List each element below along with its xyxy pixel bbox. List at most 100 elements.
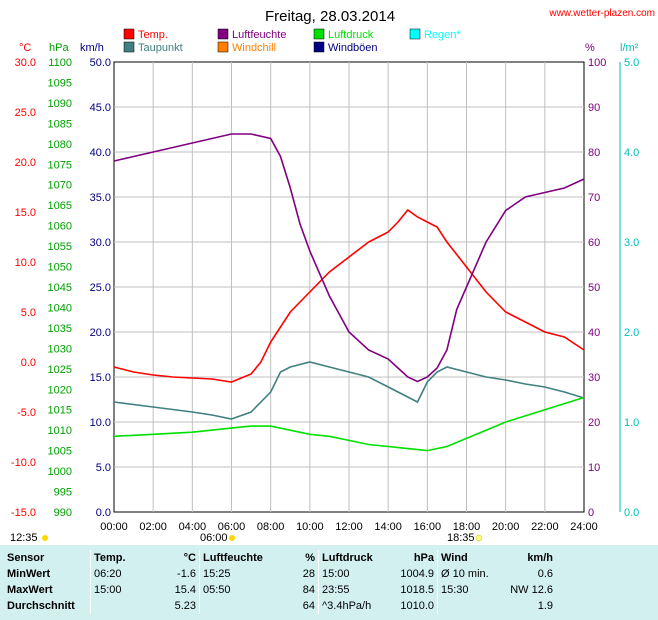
tick-x: 10:00 [296,521,324,533]
tick-hum: 90 [588,102,600,114]
axis-tick-labels: 30.0 25.0 20.0 15.0 10.0 5.0 0.0 -5.0 -10.0 -15.0… [11,57,639,533]
hdr-temp: Temp. [90,550,147,566]
hdr-press: Luftdruck [318,550,395,566]
tick-x: 06:00 [218,521,246,533]
row-label: MinWert [7,568,51,580]
unit-temp: °C [19,42,31,54]
marker-label: 06:00 [200,532,228,544]
tick-wind: 15.0 [90,372,111,384]
tick-wind: 40.0 [90,147,111,159]
series-humidity_pct [113,133,585,383]
tick-hum: 10 [588,462,600,474]
source-link[interactable]: www.wetter-plazen.com [548,8,655,19]
unit-press: hPa [49,42,69,54]
tick-hum: 60 [588,237,600,249]
tick-hum: 30 [588,372,600,384]
tick-press: 1085 [48,118,72,130]
legend-label: Windböen [328,42,378,54]
wind-value: 0.6 [537,568,553,580]
series-temp_c [113,208,585,383]
hdr-hum: Luftfeuchte [199,550,276,566]
hdr-temp-unit: °C [183,552,196,564]
tick-temp: 0.0 [21,357,36,369]
tick-press: 1050 [48,262,72,274]
chart-title: Freitag, 28.03.2014 [265,8,395,25]
legend-label: Luftfeuchte [232,29,286,41]
sun-icon [42,535,48,541]
hum-time: 05:50 [199,582,276,598]
wind-time [437,598,506,614]
legend-label: Windchill [232,42,276,54]
press-value: 1004.9 [400,568,434,580]
hdr-sensor: Sensor [7,552,45,564]
tick-press: 1095 [48,77,72,89]
legend-swatch [313,41,325,53]
axis-units: °C hPa km/h% l/m² [19,42,639,54]
hdr-wind: Wind [437,550,506,566]
sun-icon [229,535,235,541]
legend-label: Temp. [138,29,168,41]
tick-rain: 2.0 [624,327,639,339]
tick-wind: 10.0 [90,417,111,429]
tick-press: 1005 [48,446,72,458]
unit-rain: l/m² [620,42,639,54]
tick-hum: 80 [588,147,600,159]
hum-value: 84 [302,584,315,596]
temp-value: 15.4 [174,584,196,596]
tick-hum: 20 [588,417,600,429]
temp-time: 15:00 [90,582,147,598]
tick-hum: 100 [588,57,606,69]
tick-press: 1065 [48,200,72,212]
press-value: 1018.5 [400,584,434,596]
press-time: ^3.4hPa/h [318,598,395,614]
tick-x: 00:00 [100,521,128,533]
tick-press: 1100 [48,57,72,69]
legend-label: Taupunkt [138,42,183,54]
tick-x: 22:00 [531,521,559,533]
unit-wind: km/h [80,42,104,54]
tick-press: 1060 [48,221,72,233]
tick-hum: 50 [588,282,600,294]
tick-wind: 20.0 [90,327,111,339]
legend-swatch [409,28,421,40]
tick-rain: 3.0 [624,237,639,249]
hum-time: 15:25 [199,566,276,582]
hdr-hum-unit: % [305,552,315,564]
temp-time: 06:20 [90,566,147,582]
legend-swatch [123,41,135,53]
tick-x: 18:00 [453,521,481,533]
hdr-press-unit: hPa [413,552,434,564]
press-time: 15:00 [318,566,395,582]
grid [113,61,621,513]
tick-press: 1055 [48,241,72,253]
tick-press: 1000 [48,466,72,478]
tick-rain: 4.0 [624,147,639,159]
sun-icon [475,534,483,542]
tick-press: 1015 [48,405,72,417]
tick-press: 990 [54,507,72,519]
hdr-wind-unit: km/h [527,552,553,564]
series-pressure_hpa [113,396,585,452]
hum-time [199,598,276,614]
tick-press: 1030 [48,343,72,355]
tick-wind: 35.0 [90,192,111,204]
tick-press: 1040 [48,302,72,314]
stats-row-min: MinWert 06:20 -1.6 15:25 28 15:00 1004.9… [4,566,556,582]
marker-label: 12:35 [10,532,38,544]
press-time: 23:55 [318,582,395,598]
wind-time: Ø 10 min. [437,566,506,582]
tick-x: 14:00 [374,521,402,533]
wind-time: 15:30 [437,582,506,598]
tick-press: 1045 [48,282,72,294]
stats-table: Sensor Temp. °C Luftfeuchte % Luftdruck … [4,550,556,614]
legend-swatch [313,28,325,40]
tick-wind: 25.0 [90,282,111,294]
tick-press: 1090 [48,98,72,110]
tick-wind: 30.0 [90,237,111,249]
tick-hum: 0 [588,507,594,519]
tick-temp: 15.0 [15,207,36,219]
tick-press: 1020 [48,384,72,396]
tick-wind: 45.0 [90,102,111,114]
temp-value: -1.6 [177,568,196,580]
tick-x: 12:00 [335,521,363,533]
